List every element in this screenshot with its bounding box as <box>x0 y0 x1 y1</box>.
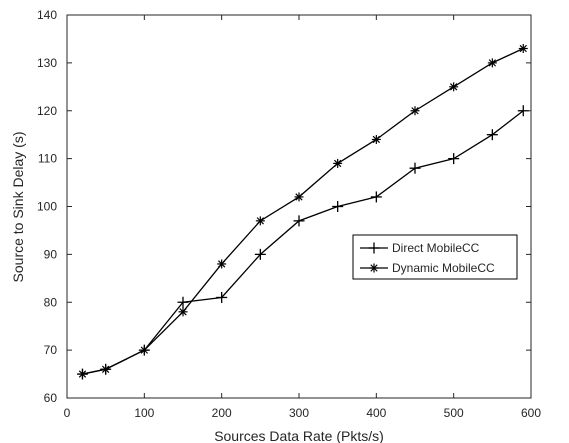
data-point-dynamic-mobilecc-7 <box>333 158 343 168</box>
data-point-dynamic-mobilecc-8 <box>371 134 381 144</box>
data-point-direct-mobilecc-11 <box>486 129 498 141</box>
data-point-dynamic-mobilecc-1 <box>101 364 111 374</box>
data-point-dynamic-mobilecc-12 <box>518 44 528 54</box>
data-point-direct-mobilecc-10 <box>448 153 460 165</box>
legend: Direct MobileCC Dynamic MobileCC <box>352 234 518 280</box>
y-tick-label: 60 <box>44 391 58 405</box>
x-tick-label: 0 <box>64 406 71 420</box>
data-point-direct-mobilecc-7 <box>332 201 344 212</box>
data-point-dynamic-mobilecc-2 <box>139 345 149 355</box>
y-tick-label: 130 <box>37 56 57 70</box>
data-point-direct-mobilecc-3 <box>177 296 189 308</box>
y-tick-label: 110 <box>38 152 57 166</box>
data-point-dynamic-mobilecc-3 <box>178 307 188 317</box>
axis-layer: 0 100 200 300 400 500 600 60 70 80 90 100 110 120 130 1… <box>37 8 541 420</box>
y-tick-label: 90 <box>44 247 58 261</box>
x-tick-label: 100 <box>134 406 154 420</box>
data-point-dynamic-mobilecc-9 <box>410 106 420 116</box>
y-tick-label: 70 <box>44 343 58 357</box>
legend-box <box>352 234 518 280</box>
legend-marker-dynamic-mobilecc <box>360 263 388 273</box>
y-axis-label: Source to Sink Delay (s) <box>10 132 26 283</box>
data-point-dynamic-mobilecc-10 <box>449 82 459 92</box>
x-tick-label: 200 <box>212 406 232 420</box>
legend-symbol-dynamic-mobilecc <box>369 263 379 273</box>
data-point-direct-mobilecc-6 <box>293 215 305 227</box>
x-tick-label: 400 <box>366 406 386 420</box>
data-point-dynamic-mobilecc-0 <box>77 369 87 379</box>
data-point-direct-mobilecc-8 <box>370 191 382 203</box>
y-tick-label: 120 <box>37 104 57 118</box>
x-axis-label: Sources Data Rate (Pkts/s) <box>214 428 384 443</box>
data-point-dynamic-mobilecc-6 <box>294 192 304 202</box>
plot-frame <box>66 14 532 399</box>
x-tick-label: 600 <box>521 406 541 420</box>
x-tick-label: 300 <box>289 406 309 420</box>
legend-label-direct-mobilecc: Direct MobileCC <box>392 241 480 255</box>
plot-layer <box>66 14 532 399</box>
legend-marker-direct-mobilecc <box>360 242 388 254</box>
y-tick-label: 80 <box>44 295 58 309</box>
y-tick-label: 100 <box>37 200 57 214</box>
y-tick-label: 140 <box>37 8 57 22</box>
data-point-dynamic-mobilecc-11 <box>487 58 497 68</box>
data-point-direct-mobilecc-9 <box>409 162 421 174</box>
legend-symbol-direct-mobilecc <box>368 242 380 254</box>
data-point-direct-mobilecc-4 <box>216 291 228 303</box>
data-point-dynamic-mobilecc-5 <box>255 216 265 226</box>
legend-label-dynamic-mobilecc: Dynamic MobileCC <box>392 261 495 275</box>
data-point-direct-mobilecc-5 <box>254 248 266 260</box>
x-tick-label: 500 <box>444 406 464 420</box>
data-point-dynamic-mobilecc-4 <box>217 259 227 269</box>
